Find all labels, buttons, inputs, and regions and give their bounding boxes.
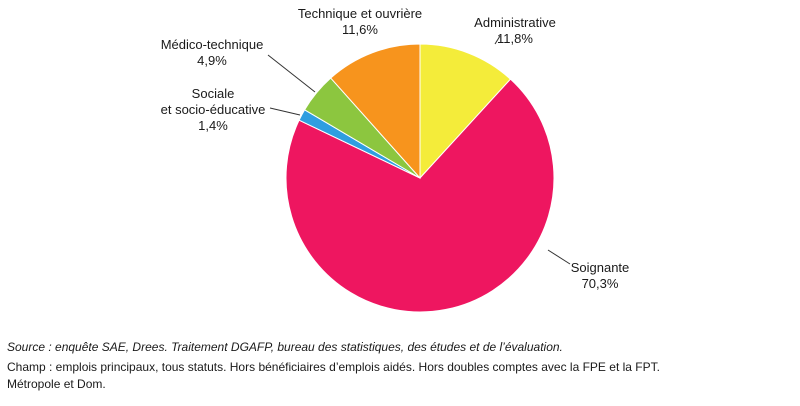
slice-category-label: Technique et ouvrière xyxy=(298,6,422,21)
leader-line xyxy=(267,54,316,93)
slice-category-label: et socio-éducative xyxy=(161,102,266,117)
slice-value-label: 1,4% xyxy=(198,118,228,133)
source-text: enquête SAE, Drees. Traitement DGAFP, bu… xyxy=(51,340,563,354)
slice-labels: Administrative 11,8% Soignante 70,3% Sociale… xyxy=(161,6,630,291)
slice-value-label: 70,3% xyxy=(582,276,619,291)
pie-slice-soignante xyxy=(285,78,555,313)
leader-lines xyxy=(267,35,571,265)
slice-value-label: 11,6% xyxy=(342,22,378,37)
slice-category-label: Administrative xyxy=(474,15,556,30)
champ-note-line1: Champ : emplois principaux, tous statuts… xyxy=(7,360,660,374)
leader-line xyxy=(547,249,571,265)
slice-category-label: Sociale xyxy=(192,86,235,101)
slice-value-label: 11,8% xyxy=(497,31,533,46)
pie-slices xyxy=(285,43,555,313)
pie-slice-technique-et-ouvrière xyxy=(330,43,421,180)
slice-label: Administrative 11,8% xyxy=(474,15,556,46)
slice-label: Technique et ouvrière 11,6% xyxy=(298,6,422,37)
slice-category-label: Médico-technique xyxy=(161,37,264,52)
pie-slice-administrative xyxy=(419,43,512,180)
champ-note-line2: Métropole et Dom. xyxy=(7,377,106,391)
slice-label: Médico-technique 4,9% xyxy=(161,37,264,68)
slice-label: Soignante 70,3% xyxy=(571,260,630,291)
slice-category-label: Soignante xyxy=(571,260,630,275)
slice-label: Sociale et socio-éducative 1,4% xyxy=(161,86,266,133)
source-lead: Source : xyxy=(7,340,52,354)
slice-value-label: 4,9% xyxy=(197,53,227,68)
leader-line xyxy=(494,35,501,45)
chart-notes: Source : enquête SAE, Drees. Traitement … xyxy=(7,339,797,393)
pie-chart: Administrative 11,8% Soignante 70,3% Sociale… xyxy=(161,6,630,313)
source-note: Source : enquête SAE, Drees. Traitement … xyxy=(7,339,797,356)
leader-line xyxy=(269,107,301,116)
